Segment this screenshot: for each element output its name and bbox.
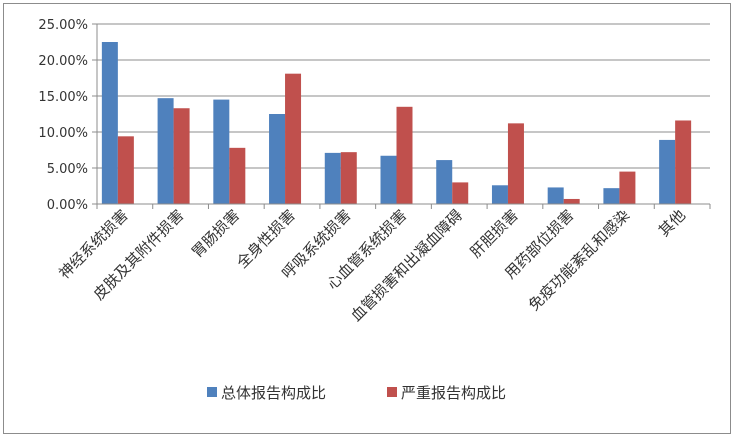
y-tick-label: 10.00% [38,126,88,141]
bar [117,136,134,204]
chart-frame: 0.00% 5.00% 10.00% 15.00% 20.00% 25.00% 神经系统损… [3,3,731,434]
bar [157,98,174,204]
bar [619,171,636,204]
bar [229,147,246,204]
bar [507,123,524,204]
y-tick-label: 25.00% [38,18,88,33]
x-tick-label: 其他 [655,206,689,240]
legend-swatch [207,387,217,397]
bar [269,114,286,204]
bar [452,182,469,204]
bar-chart: 0.00% 5.00% 10.00% 15.00% 20.00% 25.00% 神经系统损… [38,18,711,402]
bar [324,152,341,204]
bar [173,108,190,204]
gridlines [97,23,710,169]
legend: 总体报告构成比 严重报告构成比 [207,384,506,402]
bar [340,152,357,204]
x-tick-label: 胃肠损害 [188,206,243,261]
y-tick-label: 5.00% [47,162,88,177]
bar [659,139,676,204]
bar [380,155,397,204]
x-tick-label: 免疫功能紊乱和感染 [525,206,633,314]
bar [491,185,508,204]
y-tick-label: 15.00% [38,90,88,105]
bar [675,120,692,204]
x-tick-label: 肝胆损害 [467,206,522,261]
bar [101,42,118,204]
legend-label: 总体报告构成比 [221,384,326,402]
bar [563,198,580,204]
legend-swatch [387,387,397,397]
legend-label: 严重报告构成比 [401,384,506,402]
y-axis: 0.00% 5.00% 10.00% 15.00% 20.00% 25.00% [38,18,98,213]
bar [213,99,230,204]
bar [396,106,413,204]
x-tick-label: 血管损害和出凝血障碍 [347,206,466,325]
y-tick-label: 0.00% [47,198,88,213]
bar [547,187,564,204]
bar [436,160,453,204]
bar [603,188,620,204]
bar [285,73,302,205]
bars [101,42,692,205]
y-tick-label: 20.00% [38,54,88,69]
